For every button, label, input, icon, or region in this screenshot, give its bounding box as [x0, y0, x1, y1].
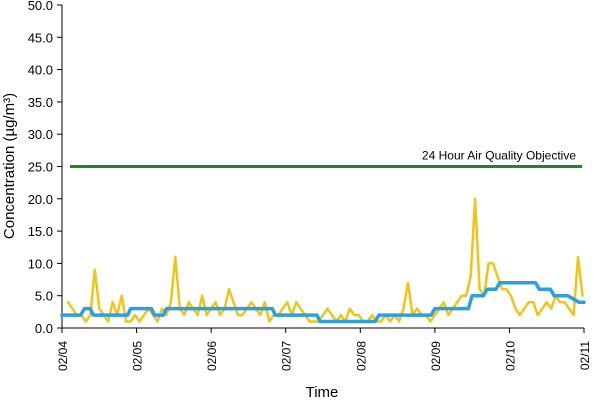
x-tick-label: 02/05: [131, 341, 145, 371]
y-tick-label: 15.0: [28, 224, 53, 239]
x-tick-label: 02/10: [503, 341, 517, 371]
y-axis-label: Concentration (µg/m³): [1, 93, 18, 239]
x-tick-label: 02/09: [429, 341, 443, 371]
y-tick-label: 10.0: [28, 256, 53, 271]
y-tick-label: 30.0: [28, 127, 53, 142]
x-tick-label: 02/11: [578, 341, 592, 370]
reference-line-label: 24 Hour Air Quality Objective: [422, 149, 576, 163]
y-tick-label: 50.0: [28, 0, 53, 13]
y-tick-label: 40.0: [28, 63, 53, 78]
x-tick-label: 02/07: [280, 341, 294, 371]
y-tick-label: 35.0: [28, 95, 53, 110]
x-tick-label: 02/04: [56, 341, 70, 371]
y-ticks: 0.0 5.0 10.0 15.0 20.0 25.0 30.0 35.0 40.0 45.0 50…: [28, 0, 62, 336]
series-line-1: [66, 197, 584, 323]
y-tick-label: 5.0: [35, 289, 53, 304]
y-tick-label: 25.0: [28, 160, 53, 175]
x-tick-label: 02/06: [205, 341, 219, 371]
y-tick-label: 45.0: [28, 30, 53, 45]
x-ticks: 02/04 02/05 02/06 02/07 02/08 02/09 02/10 02/11: [56, 328, 592, 371]
x-tick-label: 02/08: [354, 341, 368, 371]
reference-line-group: 24 Hour Air Quality Objective: [70, 149, 582, 168]
series-group: [60, 197, 586, 324]
y-tick-label: 0.0: [35, 321, 53, 336]
y-tick-label: 20.0: [28, 192, 53, 207]
series-line-2: [60, 281, 586, 324]
x-axis-label: Time: [306, 384, 339, 400]
